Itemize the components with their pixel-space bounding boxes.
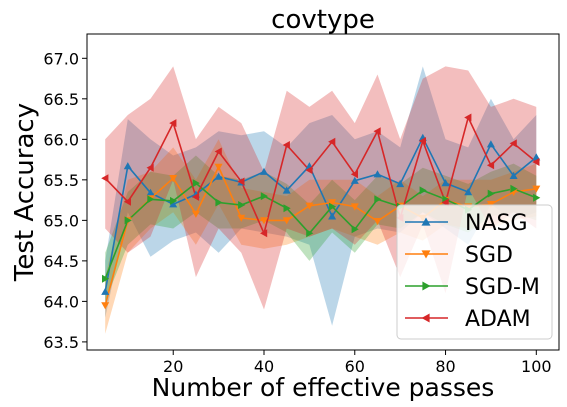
point-sgd-m xyxy=(306,229,314,238)
legend-label: SGD xyxy=(465,243,513,268)
point-adam xyxy=(191,192,200,201)
point-sgd-m xyxy=(351,225,359,234)
point-sgd-m xyxy=(102,274,110,283)
point-sgd xyxy=(214,163,223,171)
point-adam xyxy=(464,113,472,122)
point-sgd-m xyxy=(124,216,132,225)
point-adam xyxy=(328,137,336,146)
y-axis: 63.5 64.0 64.5 65.0 65.5 66.0 66.5 67.0 xyxy=(43,49,87,352)
point-nasg xyxy=(441,179,450,187)
point-nasg xyxy=(396,179,405,188)
legend-marker xyxy=(421,313,430,323)
legend-marker xyxy=(421,217,431,226)
point-nasg xyxy=(169,200,178,208)
band-nasg xyxy=(105,66,537,326)
point-sgd xyxy=(532,185,541,193)
point-sgd-m xyxy=(283,204,291,213)
point-sgd xyxy=(169,175,178,183)
band-adam xyxy=(105,66,537,310)
point-sgd-m xyxy=(374,195,382,204)
point-adam xyxy=(350,170,358,179)
point-adam xyxy=(101,174,109,183)
point-sgd-m xyxy=(147,195,155,204)
point-sgd-m xyxy=(170,196,178,205)
x-tick-label: 100 xyxy=(521,357,552,376)
point-sgd xyxy=(191,210,200,218)
point-nasg xyxy=(532,153,541,161)
band-sgd xyxy=(105,139,537,334)
point-nasg xyxy=(146,188,155,196)
point-adam xyxy=(418,137,426,145)
x-tick-label: 40 xyxy=(254,357,274,376)
y-tick-label: 63.5 xyxy=(43,333,79,352)
point-nasg xyxy=(486,140,495,148)
y-tick-label: 66.0 xyxy=(43,130,79,149)
plot-frame xyxy=(86,33,560,351)
point-nasg xyxy=(282,186,291,194)
point-adam xyxy=(509,139,517,148)
x-tick-label: 60 xyxy=(345,357,365,376)
point-sgd-m xyxy=(487,189,495,198)
legend-box xyxy=(396,204,553,340)
y-axis-label: Test Accuracy xyxy=(10,103,40,282)
y-tick-label: 65.0 xyxy=(43,211,79,230)
point-nasg xyxy=(214,172,223,180)
point-sgd xyxy=(350,203,359,211)
point-nasg xyxy=(464,188,473,196)
point-sgd-m xyxy=(238,201,246,209)
line-nasg xyxy=(104,135,537,292)
line-adam xyxy=(104,115,537,236)
y-tick-label: 65.5 xyxy=(43,171,79,190)
point-adam xyxy=(237,177,245,186)
point-adam xyxy=(532,158,540,166)
point-sgd xyxy=(260,217,268,225)
point-sgd xyxy=(237,214,246,222)
y-tick-label: 66.5 xyxy=(43,90,79,109)
point-sgd-m xyxy=(215,198,223,207)
legend-marker xyxy=(421,250,431,259)
point-sgd-m xyxy=(533,193,541,202)
chart-title: covtype xyxy=(271,5,375,35)
point-nasg xyxy=(373,170,382,178)
legend-marker xyxy=(422,281,431,291)
point-sgd xyxy=(328,199,337,207)
point-adam xyxy=(260,229,268,238)
point-adam xyxy=(373,127,381,136)
x-tick-label: 80 xyxy=(435,357,455,376)
point-sgd-m xyxy=(328,202,337,211)
point-sgd-m xyxy=(510,184,518,193)
point-nasg xyxy=(101,287,110,295)
point-adam xyxy=(146,163,154,172)
point-sgd-m xyxy=(260,192,268,201)
point-nasg xyxy=(509,171,518,179)
point-adam xyxy=(282,141,290,149)
x-axis: 20 40 60 80 100 xyxy=(163,350,552,376)
x-axis-label: Number of effective passes xyxy=(152,373,495,402)
point-sgd xyxy=(282,217,291,225)
point-nasg xyxy=(260,167,268,175)
y-tick-label: 64.5 xyxy=(43,252,79,271)
point-nasg xyxy=(350,176,359,184)
point-adam xyxy=(123,197,131,206)
point-sgd xyxy=(305,202,314,210)
x-tick-label: 20 xyxy=(163,357,183,376)
point-sgd-m xyxy=(419,186,427,195)
point-nasg xyxy=(123,162,132,170)
point-sgd-m xyxy=(192,179,200,188)
legend-label: SGD-M xyxy=(465,275,540,300)
point-adam xyxy=(214,147,222,156)
legend-label: NASG xyxy=(465,211,528,236)
y-tick-label: 67.0 xyxy=(43,49,79,68)
legend: NASG SGD SGD-M ADAM xyxy=(396,204,553,340)
y-tick-label: 64.0 xyxy=(43,292,79,311)
point-adam xyxy=(169,119,177,128)
point-adam xyxy=(305,166,313,175)
point-nasg xyxy=(328,212,337,220)
point-sgd xyxy=(373,218,382,226)
point-adam xyxy=(486,161,495,170)
point-sgd xyxy=(101,302,110,310)
legend-label: ADAM xyxy=(465,307,531,332)
